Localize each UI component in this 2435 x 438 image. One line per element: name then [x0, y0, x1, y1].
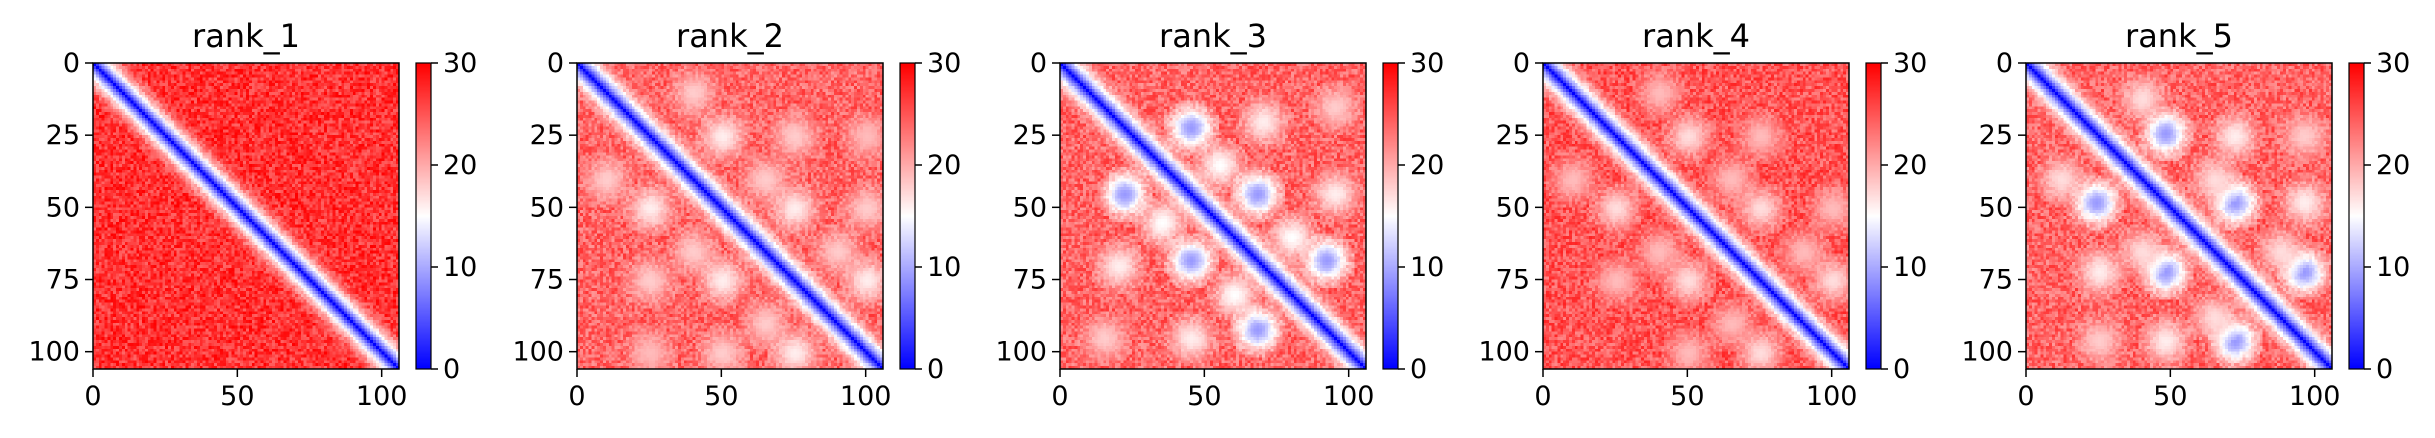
- x-tick-label: 50: [220, 381, 254, 412]
- colorbar: [1866, 63, 1881, 369]
- y-tick-label: 25: [1979, 120, 2013, 151]
- colorbar-tick-label: 30: [2376, 48, 2410, 79]
- colorbar-tick-label: 20: [1410, 150, 1444, 181]
- y-tick-label: 75: [530, 265, 564, 296]
- y-tick-label: 50: [530, 192, 564, 223]
- heatmap-image: [93, 63, 399, 369]
- colorbar-tick-label: 0: [1893, 354, 1910, 385]
- heatmap-image: [1543, 63, 1849, 369]
- axes-frame: [2025, 62, 2333, 370]
- y-tick-label: 50: [1496, 192, 1530, 223]
- colorbar-tick-label: 20: [1893, 150, 1927, 181]
- axes-frame: [1059, 62, 1367, 370]
- y-tick-label: 25: [46, 120, 80, 151]
- x-tick-label: 50: [704, 381, 738, 412]
- y-tick-label: 75: [1496, 265, 1530, 296]
- x-tick-label: 50: [1187, 381, 1221, 412]
- panel-title: rank_2: [676, 17, 784, 55]
- colorbar-tick-label: 30: [1410, 48, 1444, 79]
- heatmap-image: [577, 63, 883, 369]
- colorbar-frame: [1382, 62, 1399, 370]
- colorbar: [1383, 63, 1398, 369]
- y-tick-label: 25: [1013, 120, 1047, 151]
- x-tick-label: 100: [1806, 381, 1858, 412]
- colorbar-tick-label: 10: [927, 252, 961, 283]
- y-tick-label: 0: [1030, 48, 1047, 79]
- axes-frame: [1542, 62, 1850, 370]
- x-tick-label: 0: [1051, 381, 1068, 412]
- y-tick-label: 50: [1979, 192, 2013, 223]
- x-tick-label: 0: [2017, 381, 2034, 412]
- colorbar-tick-label: 10: [443, 252, 477, 283]
- colorbar: [2349, 63, 2364, 369]
- colorbar-tick-label: 20: [927, 150, 961, 181]
- x-tick-label: 0: [84, 381, 101, 412]
- x-tick-label: 0: [1534, 381, 1551, 412]
- heatmap-image: [1060, 63, 1366, 369]
- y-tick-label: 75: [1979, 265, 2013, 296]
- colorbar-tick-label: 30: [1893, 48, 1927, 79]
- y-tick-label: 50: [1013, 192, 1047, 223]
- colorbar-tick-label: 20: [2376, 150, 2410, 181]
- y-tick-label: 25: [1496, 120, 1530, 151]
- colorbar-frame: [1865, 62, 1882, 370]
- x-tick-label: 100: [356, 381, 408, 412]
- y-tick-label: 0: [1513, 48, 1530, 79]
- colorbar-tick-label: 0: [2376, 354, 2393, 385]
- axes-frame: [92, 62, 400, 370]
- colorbar-tick-label: 0: [927, 354, 944, 385]
- y-tick-label: 0: [1996, 48, 2013, 79]
- x-tick-label: 50: [2153, 381, 2187, 412]
- axes-frame: [576, 62, 884, 370]
- colorbar-tick-label: 10: [2376, 252, 2410, 283]
- y-tick-label: 100: [512, 337, 564, 368]
- panel-title: rank_4: [1642, 17, 1750, 55]
- y-tick-label: 0: [547, 48, 564, 79]
- colorbar-tick-label: 30: [443, 48, 477, 79]
- panel-title: rank_3: [1159, 17, 1267, 55]
- colorbar-tick-label: 30: [927, 48, 961, 79]
- y-tick-label: 75: [1013, 265, 1047, 296]
- y-tick-label: 100: [995, 337, 1047, 368]
- panel-title: rank_1: [192, 17, 300, 55]
- y-tick-label: 75: [46, 265, 80, 296]
- y-tick-label: 50: [46, 192, 80, 223]
- colorbar-tick-label: 0: [1410, 354, 1427, 385]
- colorbar-frame: [415, 62, 432, 370]
- colorbar-tick-label: 10: [1410, 252, 1444, 283]
- x-tick-label: 100: [840, 381, 892, 412]
- x-tick-label: 50: [1670, 381, 1704, 412]
- y-tick-label: 100: [1961, 337, 2013, 368]
- colorbar: [416, 63, 431, 369]
- colorbar-tick-label: 0: [443, 354, 460, 385]
- colorbar-frame: [899, 62, 916, 370]
- y-tick-label: 25: [530, 120, 564, 151]
- y-tick-label: 100: [28, 337, 80, 368]
- y-tick-label: 0: [63, 48, 80, 79]
- x-tick-label: 0: [568, 381, 585, 412]
- x-tick-label: 100: [2289, 381, 2341, 412]
- x-tick-label: 100: [1323, 381, 1375, 412]
- heatmap-image: [2026, 63, 2332, 369]
- colorbar-tick-label: 10: [1893, 252, 1927, 283]
- colorbar-frame: [2348, 62, 2365, 370]
- y-tick-label: 100: [1478, 337, 1530, 368]
- colorbar: [900, 63, 915, 369]
- panel-title: rank_5: [2125, 17, 2233, 55]
- colorbar-tick-label: 20: [443, 150, 477, 181]
